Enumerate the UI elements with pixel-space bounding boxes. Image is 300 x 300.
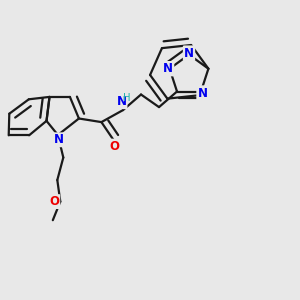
- Text: N: N: [116, 95, 127, 108]
- Text: H: H: [124, 93, 131, 103]
- Text: O: O: [110, 140, 120, 153]
- Text: N: N: [163, 62, 173, 75]
- Text: O: O: [49, 195, 59, 208]
- Text: N: N: [54, 133, 64, 146]
- Text: N: N: [197, 86, 208, 100]
- Text: N: N: [184, 46, 194, 60]
